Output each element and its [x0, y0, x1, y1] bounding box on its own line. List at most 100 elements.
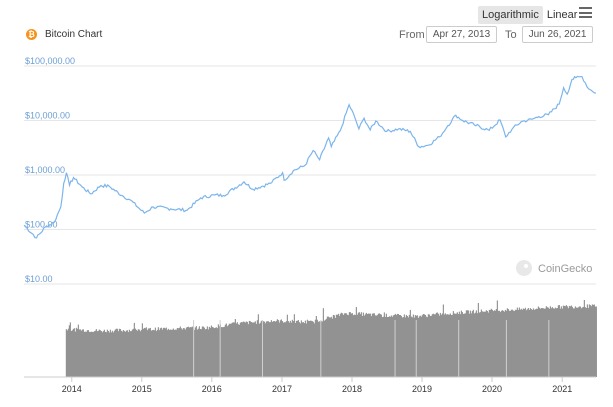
volume-bar	[502, 310, 504, 377]
volume-bar	[489, 309, 491, 377]
volume-bar	[268, 322, 270, 377]
volume-bar	[243, 321, 245, 377]
volume-bar	[591, 304, 593, 377]
volume-gap	[193, 320, 195, 377]
volume-gap	[262, 320, 263, 377]
volume-bar	[250, 322, 252, 377]
volume-bar	[583, 300, 585, 377]
volume-bar	[100, 331, 102, 377]
volume-bar	[290, 322, 292, 377]
x-tick-label: 2017	[272, 384, 292, 394]
volume-bar	[474, 312, 476, 377]
volume-bar	[218, 326, 220, 377]
volume-bar	[536, 308, 538, 377]
volume-bar	[110, 332, 112, 377]
volume-bar	[525, 310, 527, 377]
volume-bar	[461, 312, 463, 377]
volume-bar	[523, 309, 525, 377]
volume-bar	[236, 322, 238, 377]
volume-bar	[393, 314, 395, 377]
volume-bar	[304, 320, 306, 377]
to-date-input[interactable]: Jun 26, 2021	[522, 26, 593, 43]
volume-bar	[69, 322, 71, 377]
volume-bar	[433, 314, 435, 377]
volume-bar	[539, 308, 541, 377]
volume-bar	[422, 314, 424, 377]
volume-bar	[325, 318, 327, 377]
volume-bar	[171, 329, 173, 377]
volume-bar	[72, 328, 74, 377]
scale-toggle: Logarithmic Linear	[478, 6, 581, 24]
volume-bar	[454, 313, 456, 377]
volume-bar	[234, 319, 236, 377]
volume-bar	[264, 323, 266, 377]
volume-bar	[595, 306, 597, 377]
volume-bar	[157, 327, 159, 377]
volume-bar	[516, 307, 518, 377]
volume-bar	[144, 328, 146, 377]
volume-bar	[151, 330, 153, 377]
volume-bar	[240, 322, 242, 377]
volume-bar	[436, 312, 438, 377]
y-tick-label: $100.00	[25, 220, 58, 230]
chart-title: Bitcoin Chart	[45, 29, 103, 40]
volume-bar	[445, 314, 447, 377]
volume-bar	[190, 327, 192, 377]
volume-bar	[242, 321, 244, 377]
volume-bar	[125, 330, 127, 377]
volume-bar	[407, 317, 409, 377]
volume-bar	[579, 306, 581, 377]
volume-bar	[553, 308, 555, 377]
volume-bar	[176, 328, 178, 377]
volume-bar	[167, 328, 169, 377]
volume-bar	[503, 311, 505, 377]
volume-bar	[581, 307, 583, 377]
volume-bar	[322, 308, 324, 377]
volume-bar	[297, 320, 299, 377]
volume-bar	[163, 327, 165, 377]
volume-bar	[204, 329, 206, 377]
volume-bar	[561, 308, 563, 377]
volume-bar	[77, 324, 79, 377]
volume-bar	[373, 313, 375, 377]
volume-bar	[434, 314, 436, 377]
volume-bar	[365, 312, 367, 377]
volume-gap	[505, 320, 507, 377]
volume-bar	[357, 312, 359, 377]
volume-bar	[78, 329, 80, 377]
volume-bar	[90, 331, 92, 377]
volume-bar	[421, 315, 423, 377]
volume-bar	[466, 310, 468, 377]
volume-bar	[535, 308, 537, 377]
volume-bar	[537, 306, 539, 377]
volume-bar	[554, 307, 556, 377]
linear-scale-button[interactable]: Linear	[546, 9, 578, 21]
volume-bar	[127, 332, 129, 377]
volume-bar	[423, 314, 425, 377]
volume-bar	[257, 314, 259, 377]
volume-bar	[248, 320, 250, 377]
volume-bar	[492, 311, 494, 377]
volume-bar	[522, 308, 524, 377]
volume-bar	[208, 326, 210, 377]
volume-bar	[158, 330, 160, 377]
volume-bar	[501, 310, 503, 377]
volume-bar	[216, 328, 218, 377]
volume-bar	[449, 313, 451, 377]
volume-bar	[468, 313, 470, 377]
from-date-input[interactable]: Apr 27, 2013	[426, 26, 497, 43]
volume-bar	[428, 314, 430, 377]
hamburger-menu-icon[interactable]	[579, 7, 592, 18]
volume-bar	[237, 324, 239, 377]
volume-bar	[540, 308, 542, 377]
volume-bar	[314, 319, 316, 377]
logarithmic-scale-button[interactable]: Logarithmic	[478, 6, 543, 24]
volume-bar	[260, 320, 262, 377]
volume-bar	[582, 306, 584, 377]
volume-bar	[508, 310, 510, 377]
volume-bar	[337, 313, 339, 377]
volume-bar	[221, 327, 223, 377]
volume-bar	[92, 332, 94, 377]
volume-bar	[209, 327, 211, 377]
volume-bar	[88, 331, 90, 377]
